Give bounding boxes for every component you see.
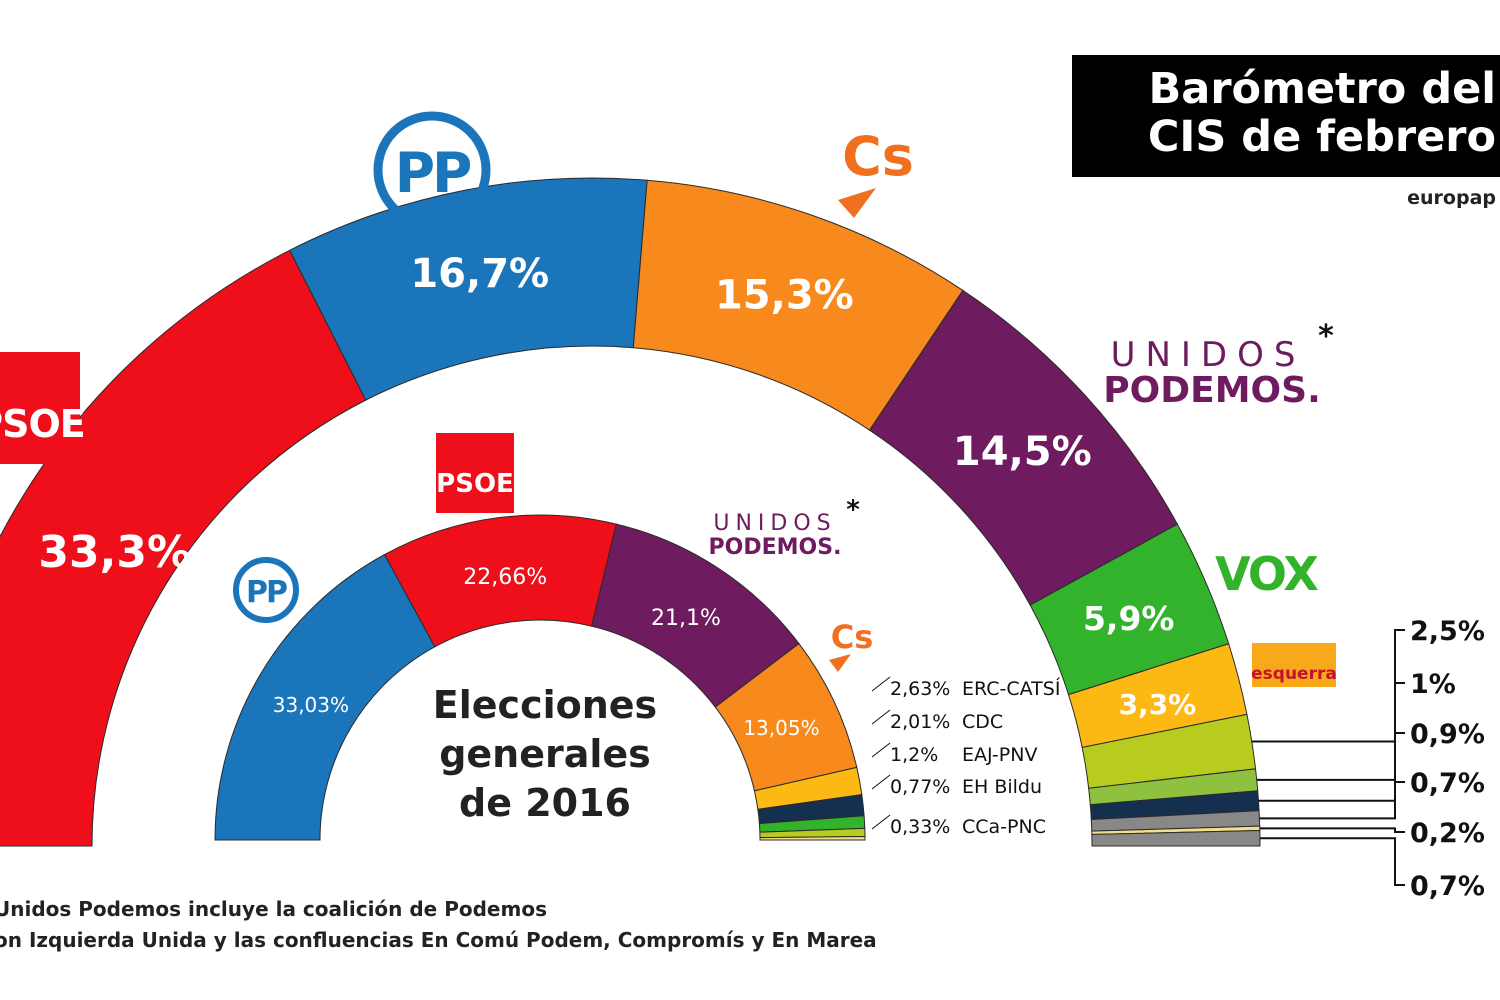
title-line-1: Barómetro del (1148, 64, 1496, 114)
pp-logo-circle (373, 111, 491, 229)
inner-psoe-logo-text: PSOE (436, 469, 514, 499)
leader-lines (871, 629, 1405, 886)
inner-psoe-logo-box (436, 433, 514, 513)
leader-line (871, 709, 891, 725)
inner-side-party: EH Bildu (962, 776, 1042, 798)
leader-line (871, 742, 891, 758)
title-line-2: CIS de febrero (1147, 112, 1496, 162)
outer-side-label: 2,5% (1410, 616, 1485, 647)
leader-line (1259, 837, 1405, 886)
party-logos: PSOEPPCsUNIDOSPODEMOS.*VOXesquerraPSOEPP… (0, 111, 1337, 687)
outer-chart (0, 177, 1261, 847)
source-credit: europap (1407, 187, 1496, 209)
cs-logo-mark (838, 188, 876, 218)
psoe-logo-text: PSOE (0, 402, 85, 446)
leader-line (871, 774, 891, 790)
leader-line (871, 676, 891, 692)
outer-value-label: 5,9% (1083, 599, 1175, 638)
outer-side-label: 0,7% (1410, 871, 1485, 902)
inner-side-value: 1,2% (890, 744, 938, 766)
inner-value-label: 33,03% (273, 693, 349, 717)
inner-side-party: CCa-PNC (962, 816, 1046, 838)
inner-side-party: EAJ-PNV (962, 744, 1037, 766)
leader-line (1256, 682, 1405, 781)
cs-logo-text: Cs (842, 125, 914, 188)
inner-chart (214, 514, 866, 841)
inner-side-party: CDC (962, 711, 1003, 733)
inner-up-asterisk: * (846, 495, 860, 525)
inner-value-label: 21,1% (651, 606, 721, 631)
up-logo-text-1: UNIDOS (1111, 335, 1306, 375)
inner-chart-title-line: generales (439, 732, 651, 776)
leader-line (1258, 732, 1405, 802)
inner-side-party: ERC-CATSÍ (962, 677, 1061, 700)
erc-logo-box (1252, 643, 1336, 687)
inner-value-label: 13,05% (743, 716, 819, 740)
footnote: Unidos Podemos incluye la coalición de P… (0, 894, 877, 956)
outer-side-label: 0,9% (1410, 719, 1485, 750)
chart-labels: 33,3% 16,7% 15,3% 14,5% 5,9% 3,3% 2,5% 1% 0,9% 0,… (38, 251, 1484, 902)
inner-pp-logo-text: PP (246, 575, 287, 610)
outer-side-label: 0,2% (1410, 818, 1485, 849)
outer-side-label: 0,7% (1410, 768, 1485, 799)
source-text: europap (1407, 187, 1496, 209)
inner-value-label: 22,66% (463, 565, 547, 590)
inner-slice-8 (759, 836, 866, 841)
footnote-line-2: on Izquierda Unida y las confluencias En… (0, 928, 877, 952)
vox-logo-text: VOX (1215, 547, 1318, 601)
inner-pp-logo-circle (233, 557, 299, 623)
inner-up-logo-text-1: UNIDOS (713, 511, 836, 536)
outer-value-label: 15,3% (715, 273, 854, 319)
outer-slice-0 (0, 249, 367, 847)
up-asterisk: * (1318, 319, 1334, 354)
inner-cs-logo-mark (829, 654, 851, 672)
inner-side-value: 0,77% (890, 776, 950, 798)
leader-line (871, 814, 891, 830)
up-logo-text-2: PODEMOS. (1103, 370, 1321, 411)
inner-cs-logo-text: Cs (831, 618, 874, 656)
inner-side-value: 2,63% (890, 678, 950, 700)
outer-value-label: 14,5% (953, 429, 1092, 475)
leader-line (1259, 781, 1405, 820)
inner-side-value: 0,33% (890, 816, 950, 838)
footnote-line-1: Unidos Podemos incluye la coalición de P… (0, 897, 547, 921)
inner-side-value: 2,01% (890, 711, 950, 733)
inner-up-logo-text-2: PODEMOS. (709, 535, 842, 560)
erc-logo-text: esquerra (1251, 664, 1337, 684)
chart-title: Barómetro del CIS de febrero (1072, 55, 1500, 177)
outer-value-label: 16,7% (410, 251, 549, 297)
inner-chart-title-line: Elecciones (433, 683, 657, 727)
leader-line (1259, 827, 1405, 833)
pp-logo-text: PP (395, 141, 471, 205)
psoe-logo-box (0, 352, 80, 464)
outer-value-label: 33,3% (38, 527, 191, 578)
outer-value-label: 3,3% (1119, 688, 1197, 721)
outer-slice-11 (1091, 830, 1261, 847)
outer-side-label: 1% (1410, 669, 1456, 700)
inner-chart-title-line: de 2016 (459, 781, 631, 825)
